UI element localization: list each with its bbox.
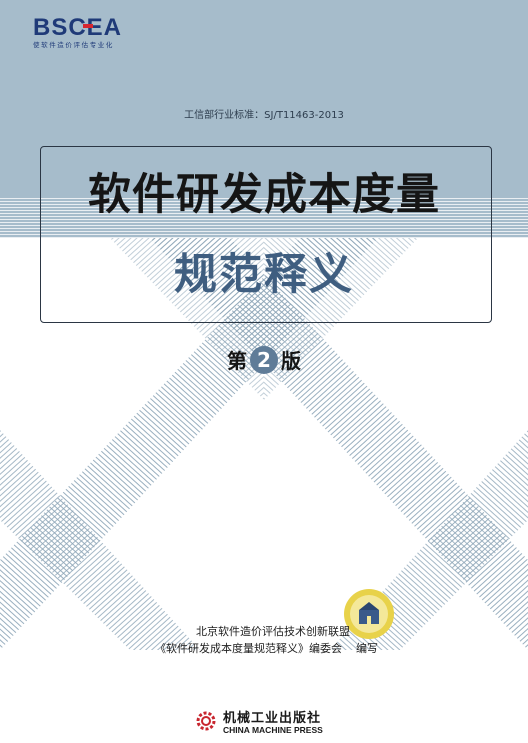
edition-suffix: 版 xyxy=(281,349,301,373)
alliance-seal-icon xyxy=(344,589,394,639)
editor-organization: 北京软件造价评估技术创新联盟 xyxy=(196,625,350,638)
editor-committee-name: 《软件研发成本度量规范释义》编委会 xyxy=(155,642,342,655)
title-frame xyxy=(40,146,492,323)
industry-standard-line: 工信部行业标准：SJ/T11463-2013 xyxy=(184,110,344,121)
book-title-line2: 规范释义 xyxy=(174,250,354,300)
edition-number-badge: 2 xyxy=(250,345,278,374)
logo-tagline: 使软件造价评估专业化 xyxy=(33,41,114,49)
publisher-name-en: CHINA MACHINE PRESS xyxy=(223,725,323,735)
bscea-logo-mark: BSCEA xyxy=(33,14,122,38)
bscea-logo: BSCEA 使软件造价评估专业化 xyxy=(33,14,173,49)
svg-text:BSCEA: BSCEA xyxy=(33,14,122,38)
publisher-name-zh: 机械工业出版社 xyxy=(223,711,322,726)
editor-role: 编写 xyxy=(356,642,378,655)
gear-logo-icon xyxy=(196,711,216,731)
edition-prefix: 第 xyxy=(227,349,247,373)
book-title-line1: 软件研发成本度量 xyxy=(88,170,440,220)
editor-committee: 《软件研发成本度量规范释义》编委会 编写 xyxy=(155,640,378,656)
